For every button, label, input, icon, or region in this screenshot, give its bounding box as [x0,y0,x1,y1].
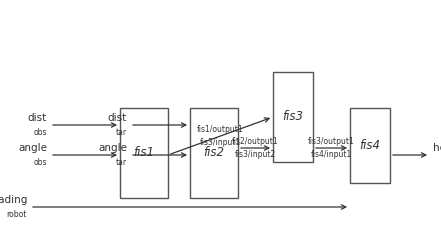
Text: fis2/output1: fis2/output1 [232,137,279,146]
Text: fis1/output1: fis1/output1 [197,125,244,134]
Text: fis4/input1: fis4/input1 [311,150,352,159]
Text: dist: dist [28,113,47,123]
Text: obs: obs [34,128,47,137]
Text: tar: tar [116,128,127,137]
Text: fis3/input1: fis3/input1 [200,138,241,147]
Text: fis3/input2: fis3/input2 [235,150,276,159]
Bar [273,72,313,162]
Text: heading: heading [433,143,441,153]
Text: tar: tar [116,158,127,167]
Text: angle: angle [18,143,47,153]
Bar [350,108,390,183]
Bar [120,108,168,198]
Text: preheading: preheading [0,195,27,205]
Bar [190,108,238,198]
Text: fis1: fis1 [134,147,154,160]
Text: obs: obs [34,158,47,167]
Text: fis3: fis3 [283,110,303,123]
Text: fis4: fis4 [359,139,381,152]
Text: fis2: fis2 [203,147,224,160]
Text: dist: dist [108,113,127,123]
Text: fis3/output1: fis3/output1 [308,137,355,146]
Text: robot: robot [7,210,27,219]
Text: angle: angle [98,143,127,153]
